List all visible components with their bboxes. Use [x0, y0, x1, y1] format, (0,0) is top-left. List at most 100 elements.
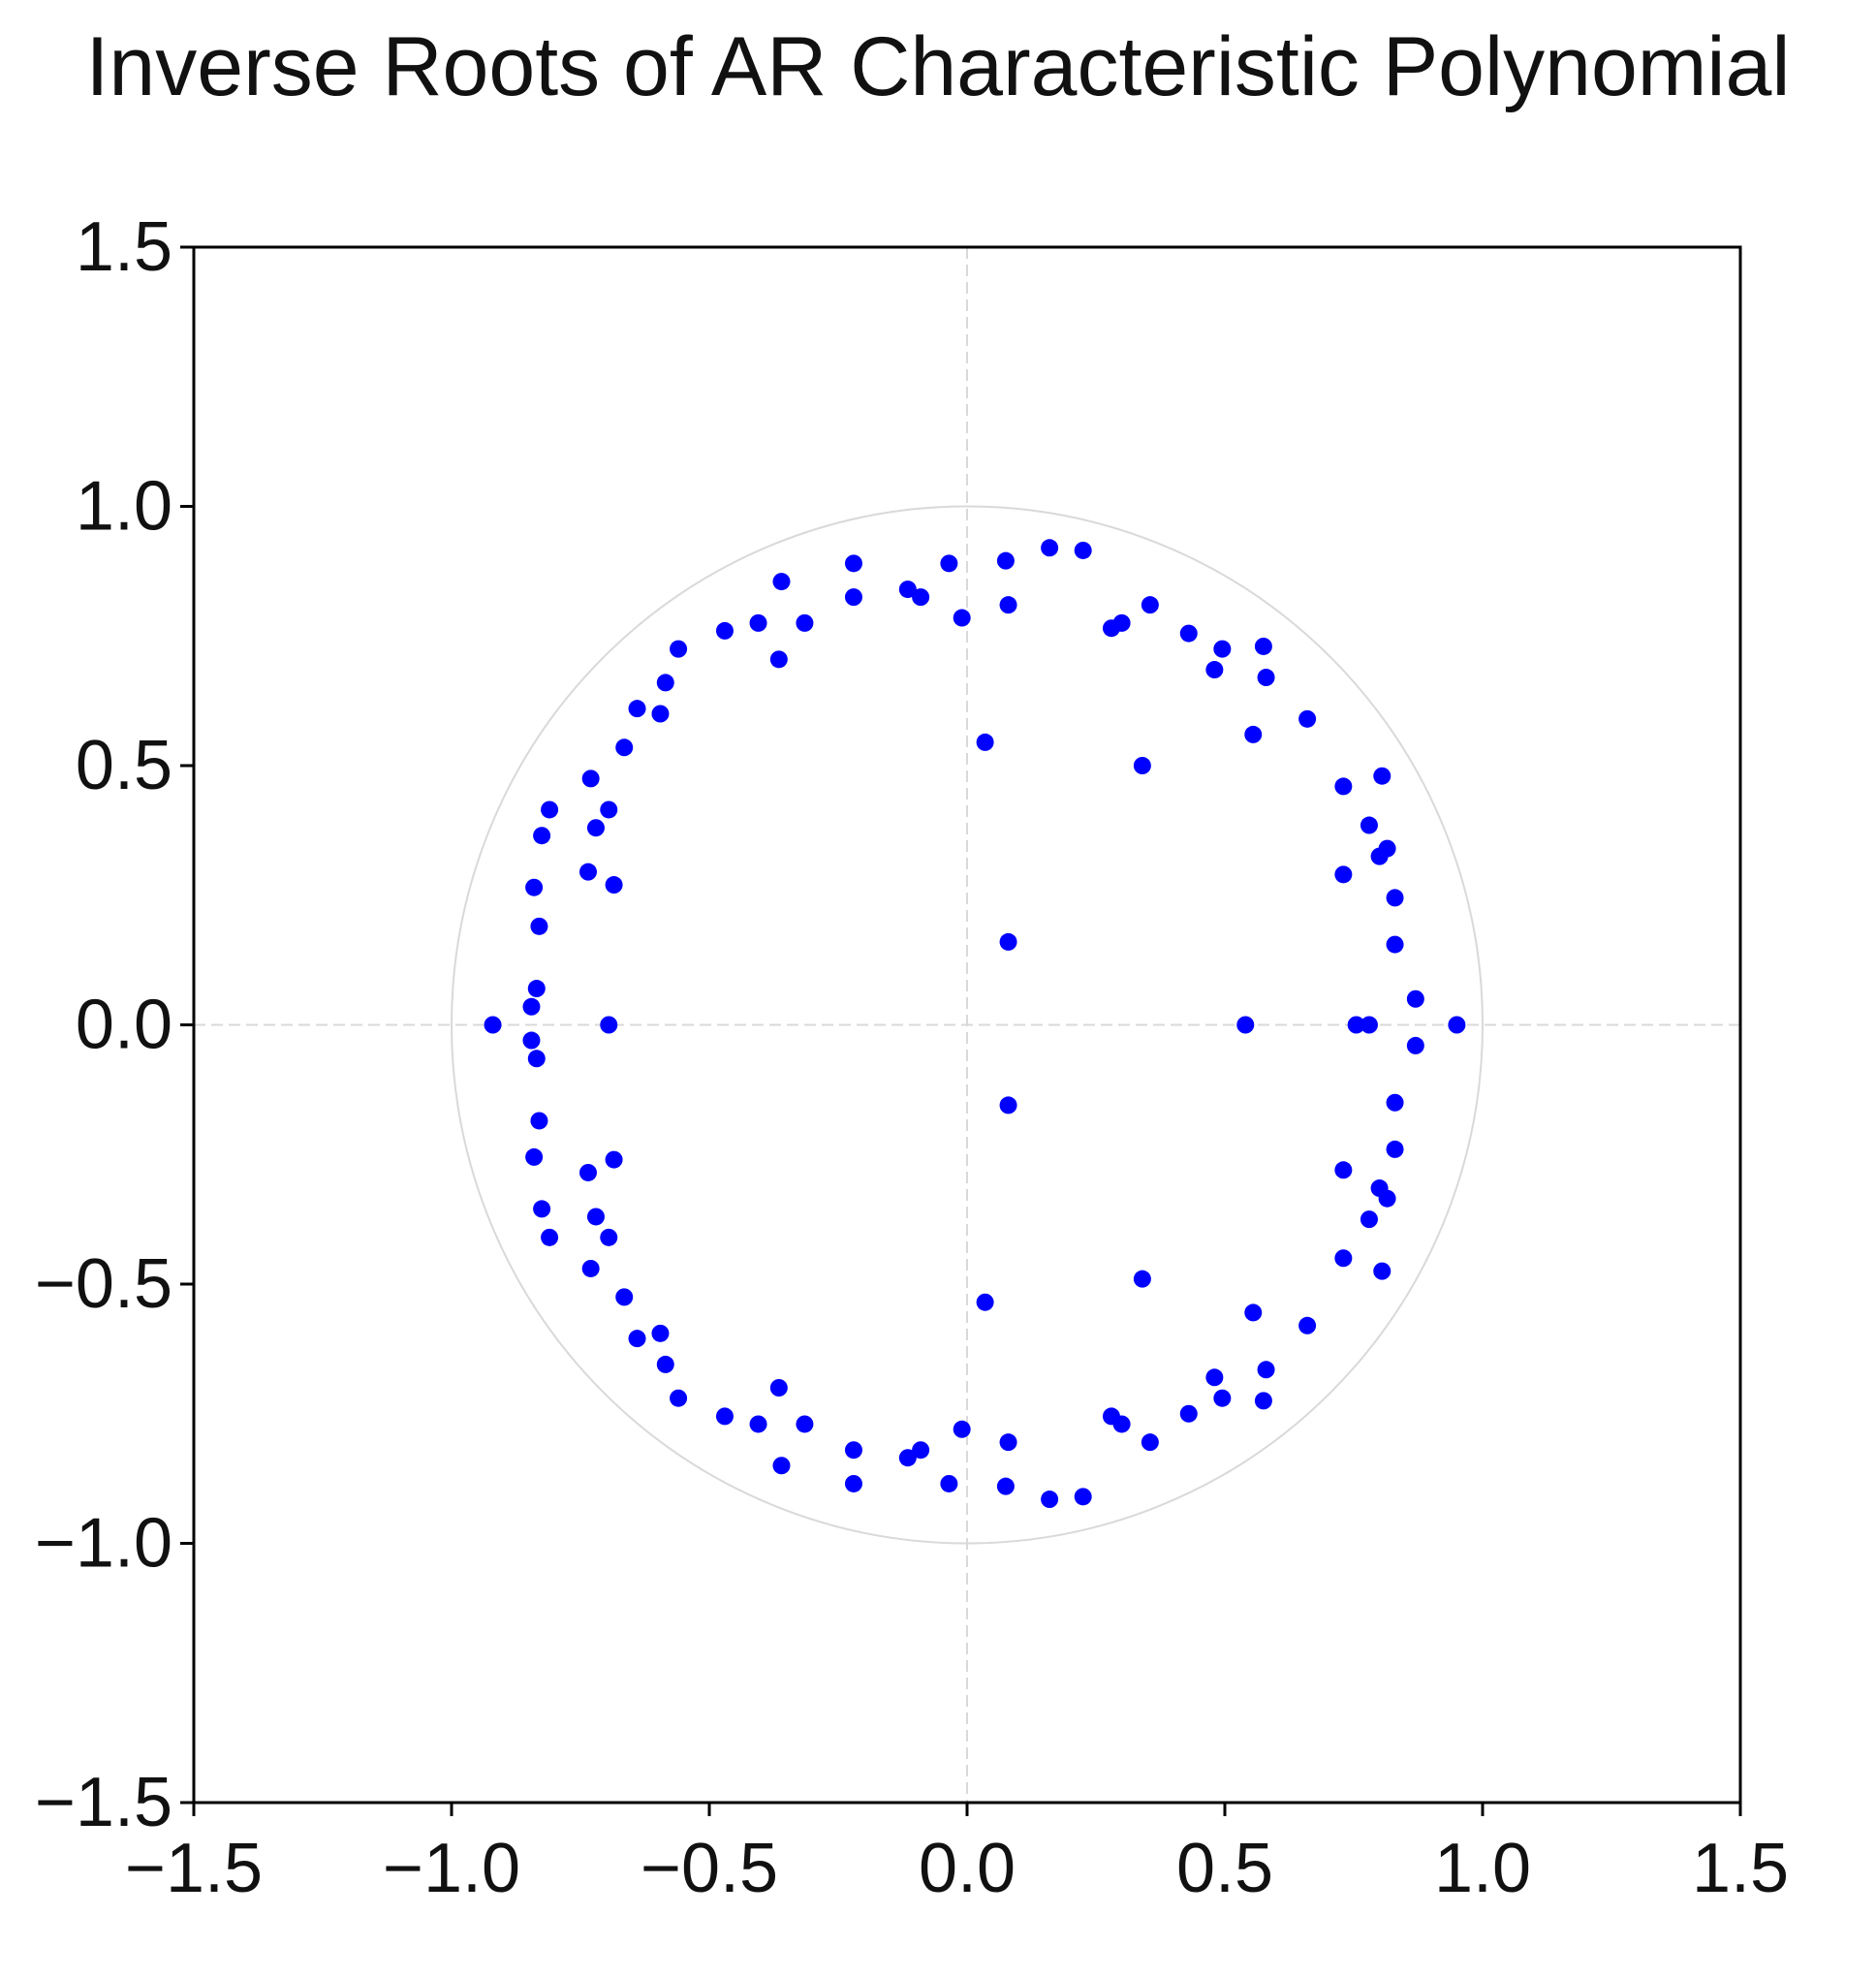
root-point [1257, 1361, 1275, 1379]
root-point [600, 1228, 618, 1246]
root-point [1298, 709, 1317, 728]
root-point [844, 1441, 862, 1460]
root-point [656, 1355, 674, 1373]
root-point [541, 1228, 559, 1246]
root-point [1133, 757, 1151, 774]
root-point [999, 596, 1017, 614]
root-point [1213, 1389, 1232, 1407]
root-point [769, 1379, 788, 1397]
x-tick-label: 1.5 [1692, 1830, 1789, 1907]
y-tick-label: 0.0 [76, 987, 172, 1064]
root-point [586, 1208, 605, 1226]
ticks-layer: −1.5 −1.0 −0.5 0.0 0.5 1.0 1.5 1.5 1.0 0.5 0.0 −0.5… [35, 208, 1789, 1907]
root-point [772, 1457, 791, 1475]
root-point [999, 932, 1017, 951]
root-point [1041, 1491, 1059, 1509]
root-point [796, 613, 814, 632]
root-point [527, 980, 546, 998]
root-point [996, 551, 1015, 570]
root-point [670, 1389, 688, 1407]
root-point [522, 997, 541, 1016]
y-tick-label: 1.5 [76, 208, 172, 286]
root-point [953, 609, 971, 627]
root-point [1254, 1392, 1272, 1410]
root-point [1257, 669, 1275, 687]
root-point [844, 1474, 862, 1492]
root-point [1041, 539, 1059, 557]
root-point [605, 876, 623, 895]
points-layer [484, 539, 1466, 1509]
root-point [1298, 1316, 1317, 1334]
root-point [772, 573, 791, 591]
root-point [522, 1031, 541, 1050]
root-point [581, 769, 600, 788]
root-point [1386, 1140, 1404, 1158]
x-tick-label: −0.5 [641, 1830, 778, 1907]
root-point [1213, 640, 1232, 658]
root-point [651, 705, 670, 723]
root-point [1360, 1016, 1378, 1034]
root-point [1406, 989, 1424, 1008]
root-point [715, 621, 734, 640]
root-point [1102, 619, 1120, 638]
root-point [1179, 624, 1198, 643]
root-point [1360, 1210, 1378, 1229]
root-point [1074, 1488, 1092, 1506]
y-tick-label: 1.0 [76, 468, 172, 546]
x-tick-label: 0.0 [919, 1830, 1016, 1907]
root-point [1373, 767, 1391, 785]
root-point [1448, 1016, 1466, 1034]
root-point [1386, 935, 1404, 954]
root-point [996, 1477, 1015, 1495]
root-point [600, 1016, 618, 1034]
root-point [1133, 1270, 1151, 1288]
root-point [940, 554, 958, 573]
root-point [1347, 1016, 1365, 1034]
root-point [1179, 1404, 1198, 1423]
root-point [525, 878, 544, 896]
root-point [1386, 1093, 1404, 1112]
root-point [1074, 541, 1092, 559]
root-point [1406, 1036, 1424, 1054]
root-point [1334, 777, 1353, 796]
root-point [670, 640, 688, 658]
root-point [976, 1293, 994, 1311]
root-point [628, 700, 646, 718]
root-point [1370, 847, 1389, 865]
root-point [1244, 1303, 1263, 1322]
root-point [976, 733, 994, 751]
root-point [530, 917, 548, 935]
root-point [578, 863, 597, 881]
root-point [1334, 1249, 1353, 1268]
x-tick-label: −1.0 [383, 1830, 520, 1907]
x-tick-label: 1.0 [1434, 1830, 1531, 1907]
root-point [651, 1324, 670, 1342]
root-point [1334, 1161, 1353, 1179]
root-point [898, 581, 917, 599]
root-point [1373, 1262, 1391, 1280]
root-point [796, 1415, 814, 1433]
root-point [605, 1150, 623, 1169]
reference-layer [194, 247, 1740, 1803]
root-point [844, 588, 862, 607]
unit-circle [451, 505, 1484, 1545]
root-point [999, 1096, 1017, 1115]
root-point [615, 1288, 634, 1306]
root-point [1370, 1179, 1389, 1198]
root-point [541, 801, 559, 819]
root-point [484, 1016, 502, 1034]
root-point [533, 1200, 551, 1218]
root-point [999, 1433, 1017, 1452]
root-point [1244, 725, 1263, 743]
x-tick-label: 0.5 [1176, 1830, 1273, 1907]
root-point [898, 1449, 917, 1467]
y-tick-label: 0.5 [76, 727, 172, 804]
root-point [581, 1259, 600, 1277]
root-point [749, 613, 767, 632]
root-point [600, 801, 618, 819]
root-point [749, 1415, 767, 1433]
root-point [715, 1407, 734, 1426]
root-point [615, 738, 634, 757]
root-point [912, 588, 930, 607]
root-point [1141, 1433, 1159, 1452]
